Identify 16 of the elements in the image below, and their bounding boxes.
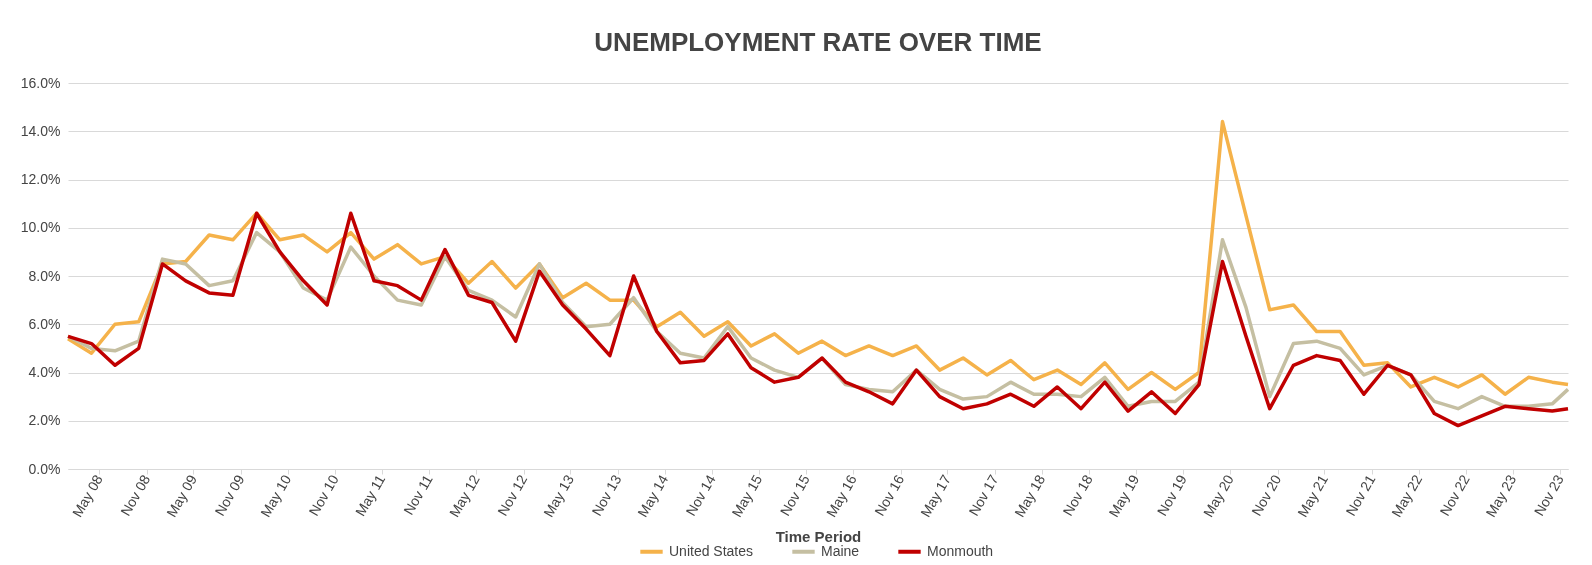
y-tick-label: 6.0% <box>28 315 61 332</box>
chart-title: UNEMPLOYMENT RATE OVER TIME <box>594 27 1042 57</box>
y-tick-label: 0.0% <box>28 460 61 477</box>
y-tick-label: 8.0% <box>28 267 61 284</box>
line-series <box>66 211 1570 428</box>
x-axis-title: Time Period <box>775 527 862 545</box>
line-series <box>66 119 1570 396</box>
legend-label: United States <box>669 542 754 559</box>
y-tick-label: 14.0% <box>20 122 61 139</box>
y-tick-label: 16.0% <box>20 74 61 91</box>
legend-label: Maine <box>821 542 860 559</box>
y-tick-label: 2.0% <box>28 412 61 429</box>
y-tick-label: 10.0% <box>20 219 61 236</box>
y-tick-label: 4.0% <box>28 364 61 380</box>
y-tick-label: 12.0% <box>20 171 61 187</box>
legend-label: Monmouth <box>927 542 994 559</box>
